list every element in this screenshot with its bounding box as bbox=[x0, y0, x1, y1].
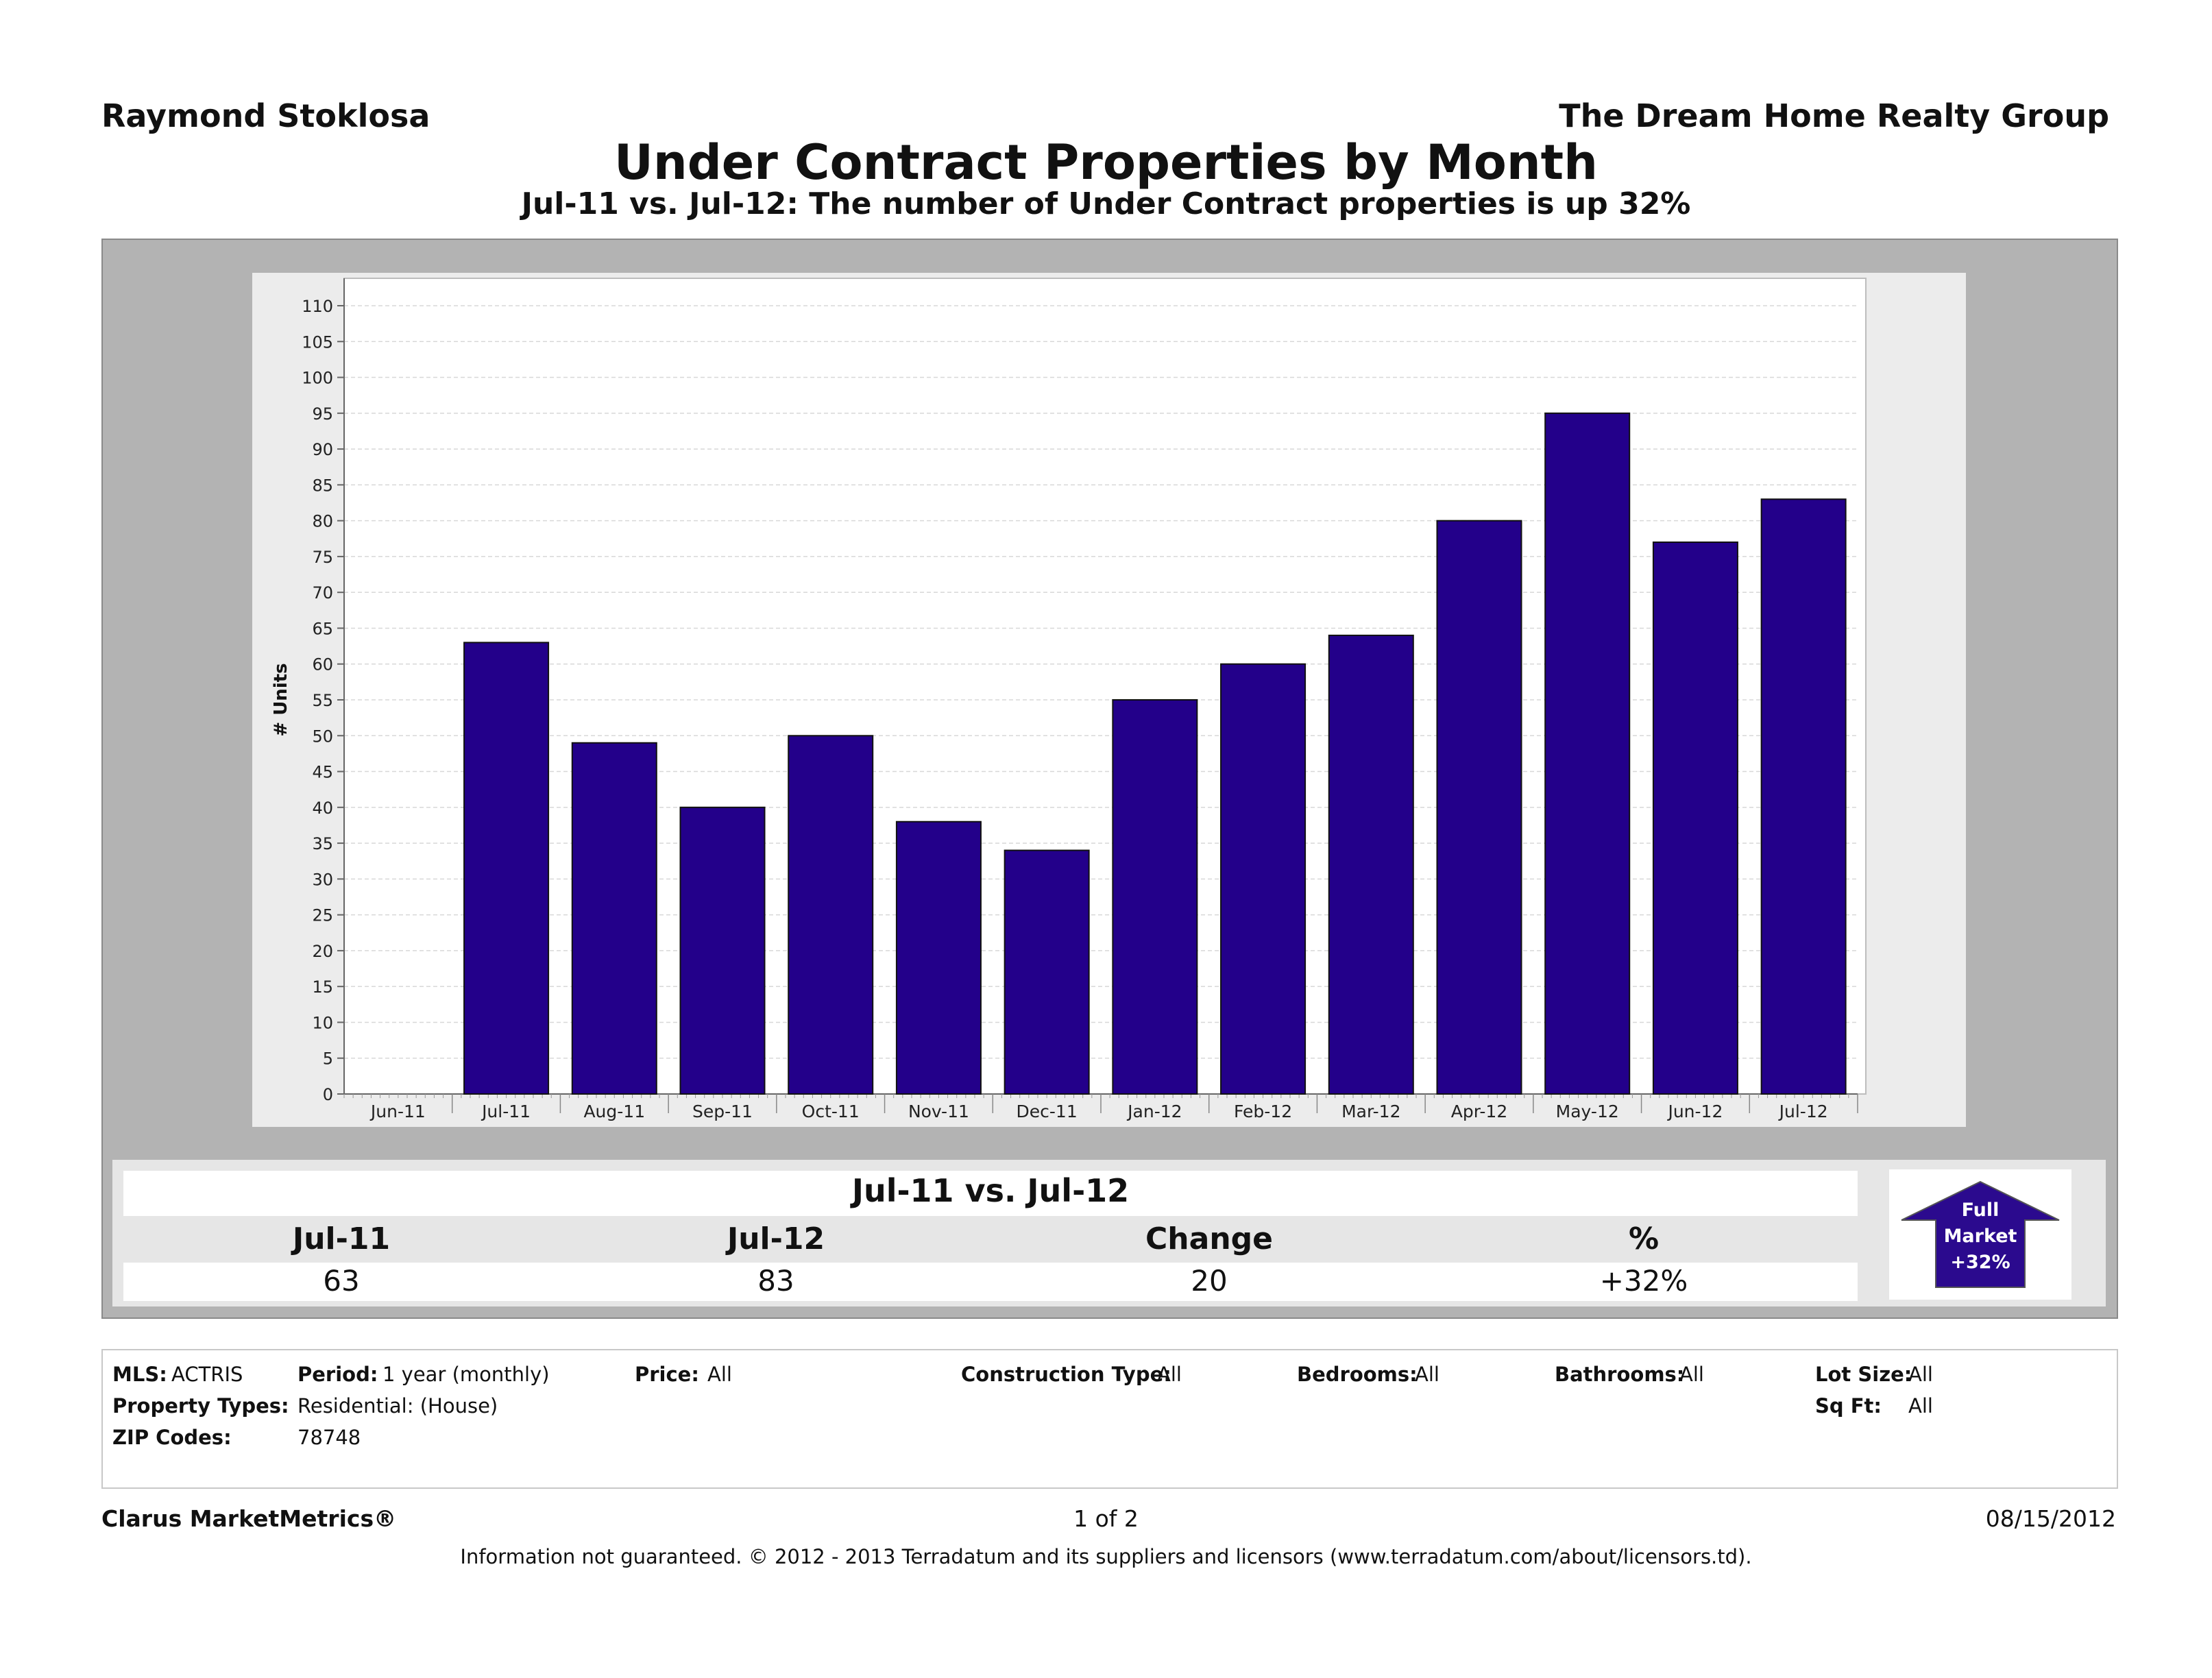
bar bbox=[463, 642, 550, 1095]
criteria-box: MLS: ACTRIS Period: 1 year (monthly) Pri… bbox=[101, 1349, 2118, 1489]
y-tick-label: 45 bbox=[312, 763, 333, 782]
sqft-value: All bbox=[1908, 1394, 1933, 1418]
comparison-value-curr: 83 bbox=[757, 1264, 794, 1298]
bar bbox=[895, 820, 982, 1095]
badge-line1: Full bbox=[1962, 1200, 2000, 1221]
lotsize-label: Lot Size: bbox=[1815, 1363, 1912, 1386]
bar bbox=[1328, 634, 1414, 1095]
zip-label: ZIP Codes: bbox=[112, 1426, 232, 1449]
comparison-value-prev: 63 bbox=[323, 1264, 360, 1298]
y-tick-label: 90 bbox=[312, 440, 333, 459]
market-badge: Full Market +32% bbox=[1889, 1169, 2071, 1300]
y-tick-label: 70 bbox=[312, 583, 333, 603]
chart-panel: 0 5 10 15 20 25 30 35 40 45 50 55 60 65 70 75 80 85 90 95 10… bbox=[252, 273, 1966, 1127]
x-tick-label: Jul-12 bbox=[1778, 1102, 1828, 1121]
comparison-value-change: 20 bbox=[1191, 1264, 1228, 1298]
badge-line3: +32% bbox=[1950, 1252, 2010, 1273]
bar bbox=[571, 742, 657, 1095]
y-tick-label: 105 bbox=[302, 332, 333, 352]
bar bbox=[679, 806, 766, 1095]
y-tick-label: 5 bbox=[323, 1049, 333, 1069]
y-tick-label: 100 bbox=[302, 369, 333, 388]
y-tick-label: 30 bbox=[312, 870, 333, 889]
y-tick-label: 110 bbox=[302, 297, 333, 316]
bar bbox=[1436, 520, 1522, 1095]
x-tick-label: Mar-12 bbox=[1341, 1102, 1400, 1121]
mls-label: MLS: bbox=[112, 1363, 167, 1386]
agent-name: Raymond Stoklosa bbox=[101, 97, 430, 134]
y-tick-label: 50 bbox=[312, 727, 333, 746]
x-tick-label: Jun-12 bbox=[1666, 1102, 1723, 1121]
construction-value: All bbox=[1157, 1363, 1182, 1386]
construction-label: Construction Type: bbox=[961, 1363, 1171, 1386]
y-tick-label: 40 bbox=[312, 799, 333, 818]
x-tick-label: Aug-11 bbox=[583, 1102, 645, 1121]
y-tick-label: 85 bbox=[312, 476, 333, 495]
up-arrow-icon: Full Market +32% bbox=[1901, 1180, 2060, 1288]
comparison-header-curr: Jul-12 bbox=[727, 1221, 825, 1256]
comparison-title-bar bbox=[123, 1171, 1858, 1216]
proptypes-label: Property Types: bbox=[112, 1394, 289, 1418]
x-tick-label: Apr-12 bbox=[1451, 1102, 1507, 1121]
x-tick-label: Nov-11 bbox=[908, 1102, 969, 1121]
chart-title: Under Contract Properties by Month bbox=[614, 134, 1598, 191]
y-tick-label: 0 bbox=[323, 1085, 333, 1104]
y-axis-label: # Units bbox=[271, 663, 291, 736]
bar-chart: 0 5 10 15 20 25 30 35 40 45 50 55 60 65 70 75 80 85 90 95 10… bbox=[271, 278, 1867, 1121]
y-tick-label: 35 bbox=[312, 834, 333, 853]
y-tick-label: 15 bbox=[312, 977, 333, 997]
x-tick-label: May-12 bbox=[1556, 1102, 1619, 1121]
bar bbox=[1112, 699, 1198, 1095]
proptypes-value: Residential: (House) bbox=[297, 1394, 498, 1418]
bedrooms-label: Bedrooms: bbox=[1297, 1363, 1418, 1386]
comparison-value-pct: +32% bbox=[1599, 1264, 1688, 1298]
disclaimer: Information not guaranteed. © 2012 - 201… bbox=[460, 1545, 1752, 1568]
bathrooms-label: Bathrooms: bbox=[1555, 1363, 1685, 1386]
lotsize-value: All bbox=[1908, 1363, 1933, 1386]
x-tick-label: Feb-12 bbox=[1234, 1102, 1292, 1121]
y-tick-label: 60 bbox=[312, 655, 333, 674]
y-tick-label: 75 bbox=[312, 548, 333, 567]
company-name: The Dream Home Realty Group bbox=[1559, 97, 2109, 134]
x-tick-label: Jan-12 bbox=[1126, 1102, 1182, 1121]
comparison-header-prev: Jul-11 bbox=[292, 1221, 391, 1256]
y-tick-label: 80 bbox=[312, 512, 333, 531]
price-value: All bbox=[707, 1363, 732, 1386]
period-label: Period: bbox=[297, 1363, 378, 1386]
bar bbox=[1760, 498, 1847, 1095]
badge-line2: Market bbox=[1944, 1226, 2017, 1247]
brand: Clarus MarketMetrics® bbox=[101, 1505, 397, 1532]
x-tick-label: Sep-11 bbox=[692, 1102, 753, 1121]
bar bbox=[1220, 663, 1306, 1095]
price-label: Price: bbox=[635, 1363, 699, 1386]
bar bbox=[1004, 849, 1090, 1095]
bar bbox=[788, 735, 874, 1095]
y-tick-label: 25 bbox=[312, 906, 333, 925]
bathrooms-value: All bbox=[1679, 1363, 1704, 1386]
comparison-header-pct: % bbox=[1628, 1221, 1660, 1256]
comparison-values-bar bbox=[123, 1263, 1858, 1301]
report-date: 08/15/2012 bbox=[1985, 1505, 2116, 1532]
y-tick-label: 65 bbox=[312, 619, 333, 638]
y-tick-label: 10 bbox=[312, 1013, 333, 1032]
period-value: 1 year (monthly) bbox=[382, 1363, 550, 1386]
bar bbox=[1544, 412, 1631, 1095]
chart-subtitle: Jul-11 vs. Jul-12: The number of Under C… bbox=[521, 186, 1691, 221]
bedrooms-value: All bbox=[1415, 1363, 1439, 1386]
sqft-label: Sq Ft: bbox=[1815, 1394, 1882, 1418]
x-tick-label: Oct-11 bbox=[802, 1102, 860, 1121]
y-tick-label: 95 bbox=[312, 404, 333, 424]
comparison-title: Jul-11 vs. Jul-12 bbox=[851, 1172, 1130, 1209]
zip-value: 78748 bbox=[297, 1426, 361, 1449]
bar bbox=[1652, 542, 1738, 1095]
x-tick-label: Jul-11 bbox=[481, 1102, 531, 1121]
comparison-header-change: Change bbox=[1145, 1221, 1273, 1256]
y-tick-label: 55 bbox=[312, 691, 333, 710]
x-tick-label: Jun-11 bbox=[369, 1102, 426, 1121]
y-tick-label: 20 bbox=[312, 942, 333, 961]
page-number: 1 of 2 bbox=[1073, 1505, 1139, 1532]
x-tick-label: Dec-11 bbox=[1017, 1102, 1078, 1121]
mls-value: ACTRIS bbox=[171, 1363, 243, 1386]
